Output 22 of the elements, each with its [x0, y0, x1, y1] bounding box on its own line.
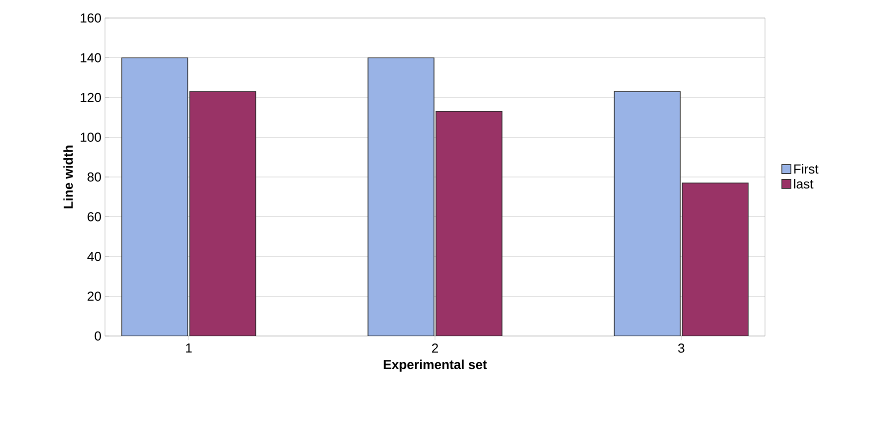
x-tick-label: 3 — [678, 344, 684, 353]
x-tick-label: 1 — [186, 344, 192, 352]
bar — [368, 57, 434, 336]
y-tick-label: 160 — [80, 13, 101, 23]
y-tick-label: 0 — [94, 331, 101, 341]
bar — [682, 182, 749, 336]
y-tick-label: 60 — [88, 212, 101, 222]
legend-label: last — [794, 178, 814, 189]
y-tick-label: 80 — [88, 172, 101, 182]
x-axis-title: Experimental set — [384, 360, 487, 372]
y-tick-label: 20 — [88, 292, 101, 301]
y-tick-label: 140 — [80, 53, 101, 62]
legend-label: First — [794, 164, 818, 174]
bar — [436, 111, 502, 336]
y-axis-title: Line width — [63, 146, 73, 208]
y-tick-label: 120 — [80, 92, 101, 102]
x-tick-label: 2 — [432, 344, 438, 353]
bar — [189, 91, 256, 336]
y-tick-label: 40 — [87, 252, 101, 262]
y-tick-label: 100 — [80, 132, 101, 142]
bar — [121, 57, 188, 336]
bar — [614, 91, 681, 336]
